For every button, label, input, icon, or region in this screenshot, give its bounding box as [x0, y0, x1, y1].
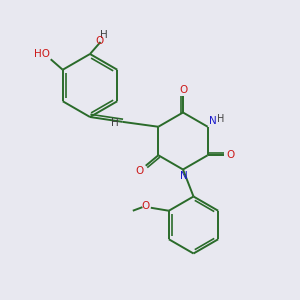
Text: H: H	[100, 30, 107, 40]
Text: H: H	[111, 118, 119, 128]
Text: O: O	[136, 166, 144, 176]
Text: N: N	[180, 171, 188, 181]
Text: O: O	[141, 201, 149, 211]
Text: H: H	[217, 114, 224, 124]
Text: O: O	[179, 85, 188, 95]
Text: N: N	[209, 116, 217, 126]
Text: HO: HO	[34, 49, 50, 59]
Text: O: O	[96, 36, 104, 46]
Text: O: O	[226, 150, 234, 160]
